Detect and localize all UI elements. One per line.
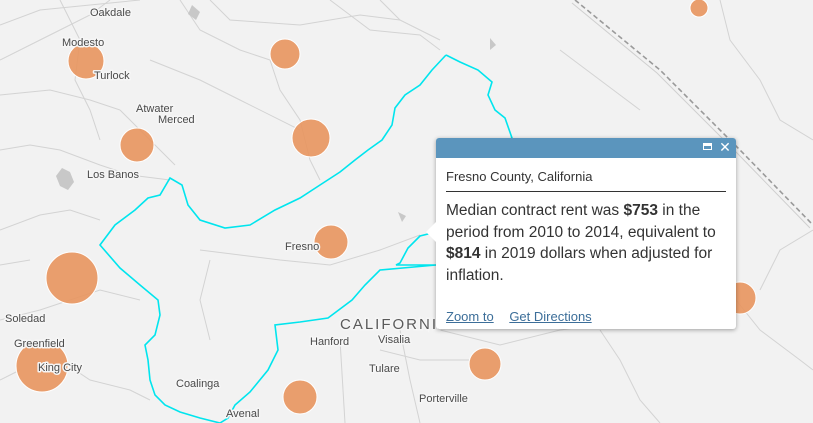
- rent-symbol[interactable]: [282, 379, 318, 415]
- place-label: Oakdale: [90, 7, 131, 19]
- popup-description: Median contract rent was $753 in the per…: [446, 200, 726, 286]
- rent-adjusted-value: $814: [446, 245, 481, 262]
- place-label: Fresno: [285, 241, 319, 253]
- water-bodies: [56, 5, 496, 222]
- rent-symbol[interactable]: [313, 224, 349, 260]
- highway-shadow: [571, 2, 811, 229]
- rent-symbol[interactable]: [291, 118, 331, 158]
- rent-symbol[interactable]: [689, 0, 709, 18]
- rent-symbol[interactable]: [45, 251, 99, 305]
- place-label: Tulare: [369, 363, 400, 375]
- maximize-icon[interactable]: [700, 140, 714, 154]
- place-label: Los Banos: [87, 169, 139, 181]
- rent-nominal-value: $753: [623, 202, 658, 219]
- zoom-to-link[interactable]: Zoom to: [446, 309, 494, 324]
- rent-symbol[interactable]: [15, 339, 69, 393]
- place-label: Modesto: [62, 37, 104, 49]
- popup-actions: Zoom to Get Directions: [446, 309, 604, 324]
- state-label: CALIFORNIA: [340, 316, 450, 333]
- place-label: Atwater: [136, 103, 174, 115]
- place-label: Greenfield: [14, 338, 65, 350]
- place-label: Porterville: [419, 393, 468, 405]
- popup-text: in the period from 2010 to 2014, equival…: [446, 202, 716, 241]
- rent-symbol[interactable]: [468, 347, 502, 381]
- place-label: Coalinga: [176, 378, 220, 390]
- rent-symbols: [15, 0, 757, 415]
- info-popup: ✕ Fresno County, California Median contr…: [426, 138, 736, 329]
- place-label: Soledad: [5, 313, 45, 325]
- place-label: Turlock: [94, 70, 130, 82]
- place-label: Avenal: [226, 408, 259, 420]
- rent-symbol[interactable]: [269, 38, 301, 70]
- place-label: Visalia: [378, 334, 411, 346]
- popup-text: Median contract rent was: [446, 202, 624, 219]
- popup-title: Fresno County, California: [446, 169, 726, 192]
- place-label: Merced: [158, 114, 195, 126]
- popup-text: in 2019 dollars when adjusted for inflat…: [446, 245, 713, 284]
- highway-line: [574, 0, 813, 226]
- get-directions-link[interactable]: Get Directions: [509, 309, 592, 324]
- rent-symbol[interactable]: [119, 127, 155, 163]
- place-label: Hanford: [310, 336, 349, 348]
- place-label: King City: [38, 362, 83, 374]
- popup-header: ✕: [436, 138, 736, 158]
- place-labels: Oakdale Modesto Turlock Atwater Merced L…: [4, 6, 470, 422]
- rent-symbol[interactable]: [67, 42, 105, 80]
- popup-pointer: [426, 222, 436, 242]
- fresno-county-highlight[interactable]: [98, 54, 513, 423]
- close-icon[interactable]: ✕: [719, 139, 731, 155]
